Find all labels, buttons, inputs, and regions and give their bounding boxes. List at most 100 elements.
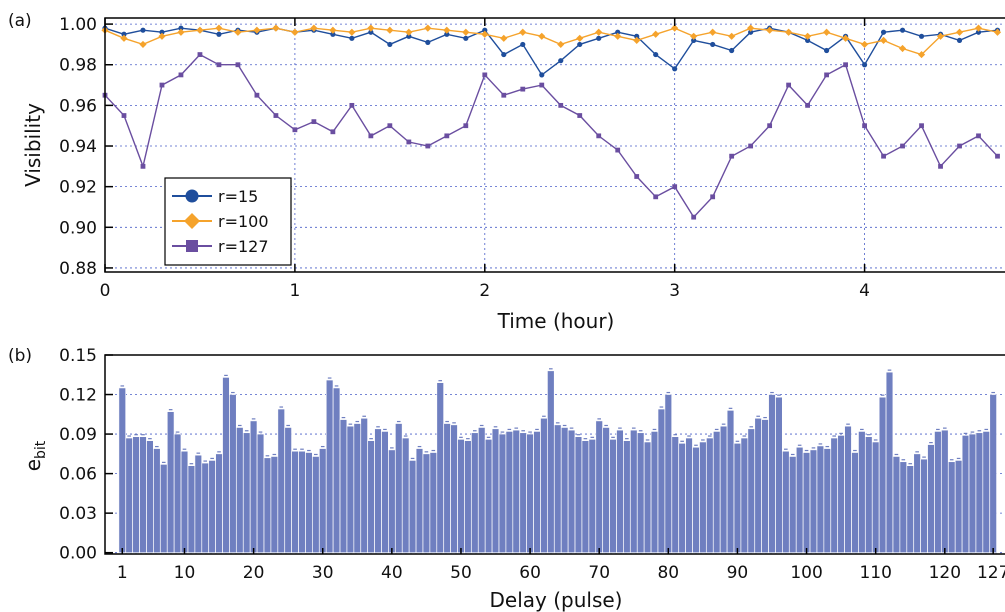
- bar: [816, 445, 825, 553]
- bar-21: [256, 431, 265, 553]
- bar: [436, 382, 444, 553]
- bar: [671, 436, 679, 553]
- data-point: [424, 24, 432, 32]
- data-point: [538, 32, 546, 40]
- bar-6: [153, 445, 161, 553]
- data-point: [500, 34, 508, 42]
- bar-84: [692, 444, 700, 553]
- bar-52: [471, 430, 479, 553]
- bar: [305, 452, 313, 553]
- x-tick-label: 100: [790, 563, 822, 583]
- bar: [284, 427, 292, 553]
- bar: [422, 453, 431, 553]
- bar-5: [146, 438, 154, 553]
- bar: [194, 454, 202, 553]
- x-tick-label: 1: [117, 563, 128, 583]
- bar: [471, 432, 479, 553]
- bar-120: [941, 427, 949, 553]
- bar: [312, 456, 320, 553]
- data-point: [823, 28, 831, 36]
- bar: [491, 428, 500, 553]
- bar: [650, 431, 659, 553]
- data-point: [633, 36, 641, 44]
- bar-82: [678, 440, 686, 553]
- data-point: [615, 29, 621, 35]
- data-point: [671, 24, 679, 32]
- bar: [367, 440, 375, 553]
- y-axis-title-sub: bit: [33, 440, 49, 459]
- bar-35: [353, 420, 361, 553]
- bar-68: [581, 438, 590, 553]
- legend-label: r=127: [218, 237, 269, 256]
- x-tick-label: 20: [243, 563, 265, 583]
- bar-86: [706, 435, 714, 553]
- bar-30: [319, 445, 327, 553]
- bar-40: [388, 447, 396, 553]
- bar: [609, 439, 617, 553]
- data-point: [349, 102, 355, 108]
- bar-3: [132, 434, 140, 553]
- data-point: [729, 153, 735, 159]
- bar-101: [809, 447, 818, 553]
- x-tick-label: 10: [174, 563, 196, 583]
- bar: [173, 433, 182, 553]
- bar-28: [305, 449, 313, 553]
- bar-89: [726, 407, 735, 553]
- bar: [948, 461, 956, 553]
- bar-51: [464, 438, 472, 553]
- bar: [934, 431, 942, 553]
- data-point: [785, 28, 793, 36]
- bar: [249, 420, 258, 553]
- data-point: [899, 27, 906, 33]
- bar: [388, 449, 396, 553]
- bar-17: [229, 391, 237, 553]
- data-point: [177, 28, 185, 36]
- bar-96: [775, 394, 783, 553]
- bar-63: [547, 368, 555, 553]
- bar: [657, 408, 666, 553]
- data-point: [995, 153, 1000, 159]
- bar-42: [401, 435, 410, 553]
- data-point: [747, 24, 755, 32]
- bar: [374, 428, 382, 553]
- data-point: [881, 153, 886, 159]
- bar: [540, 417, 548, 553]
- bar-76: [636, 430, 645, 553]
- data-point: [595, 28, 603, 36]
- bar: [954, 460, 963, 553]
- data-point: [710, 41, 716, 48]
- panel-a-ticks: 0 1 2 3 4 0.88 0.90 0.92 0.94 0.96 0.98 1.00: [59, 15, 870, 301]
- bar: [291, 450, 299, 553]
- data-point: [235, 62, 241, 68]
- bar: [982, 431, 990, 553]
- bar-112: [885, 369, 894, 553]
- bar: [616, 429, 624, 553]
- bar-92: [747, 426, 755, 553]
- bar: [298, 450, 306, 553]
- bar: [208, 460, 216, 553]
- panel-b-y-axis-title: ebit: [21, 440, 49, 471]
- y-tick-label: 0.09: [59, 425, 97, 445]
- panel-a-x-axis-title: Time (hour): [497, 309, 615, 333]
- bar: [132, 436, 140, 553]
- bar: [346, 425, 355, 553]
- bar: [754, 417, 762, 553]
- x-tick-label: 70: [588, 563, 610, 583]
- bar: [533, 431, 541, 553]
- bar: [871, 441, 880, 553]
- series-line: [104, 27, 998, 76]
- bar-87: [713, 428, 721, 553]
- bar: [505, 431, 514, 553]
- data-point: [216, 62, 222, 68]
- bar: [139, 436, 147, 553]
- data-point: [463, 35, 469, 41]
- bar-62: [540, 415, 548, 553]
- bar: [920, 458, 928, 553]
- data-point: [729, 47, 735, 54]
- data-point: [805, 102, 811, 108]
- x-tick-label: 40: [381, 563, 403, 583]
- data-point: [709, 28, 717, 36]
- bar: [581, 440, 590, 553]
- series-r=100: [101, 24, 1002, 59]
- data-point: [253, 26, 261, 34]
